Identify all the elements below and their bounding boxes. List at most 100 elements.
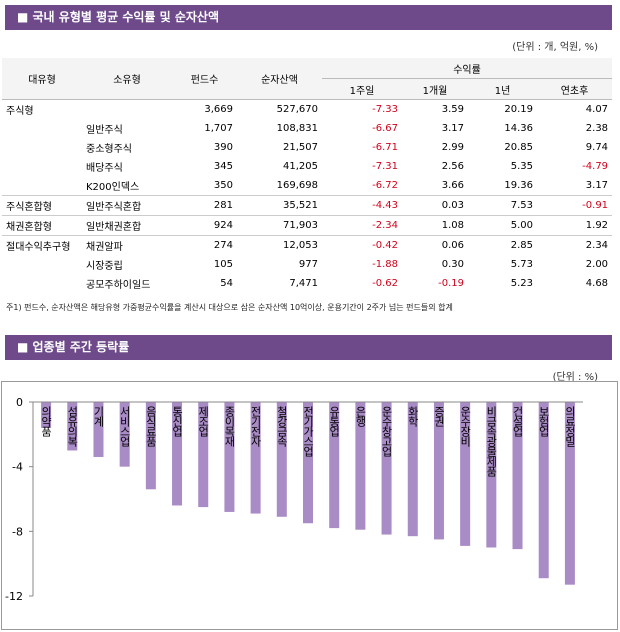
- table-body: 주식형 3,669 527,670 -7.33 3.59 20.19 4.07 일반주식 1,7…: [2, 100, 613, 294]
- value-cell: -6.67: [372, 123, 398, 134]
- value-cell: 20.85: [504, 142, 533, 153]
- value-cell: 0.30: [441, 259, 464, 270]
- value-cell: 1,707: [204, 123, 233, 134]
- bar: [460, 402, 471, 546]
- value-cell: 3.59: [441, 104, 464, 115]
- value-cell: 2.99: [441, 142, 464, 153]
- category-label: 전기가스업: [302, 406, 315, 457]
- value-cell: 2.38: [585, 123, 609, 134]
- value-cell: 14.36: [504, 123, 533, 134]
- value-cell: 4.68: [585, 278, 609, 289]
- value-cell: 3.17: [441, 123, 464, 134]
- value-cell: -4.43: [322, 195, 402, 216]
- value-cell: -7.33: [372, 104, 398, 115]
- type-cell: [2, 255, 82, 274]
- column-header: 1주일: [322, 78, 402, 100]
- value-cell: 5.00: [468, 215, 537, 236]
- unit: (단위 : %): [552, 372, 598, 383]
- table-row: 주식혼합형 일반주식혼합 281 35,521 -4.43 0.03 7.53 -0.91: [2, 195, 613, 216]
- category-label: 종이목재: [223, 406, 236, 447]
- bar: [67, 402, 78, 451]
- bar: [93, 402, 104, 457]
- y-tick-label: -12: [5, 590, 23, 603]
- value-cell: 281: [172, 195, 237, 216]
- bar: [433, 402, 444, 540]
- value-cell: 3.17: [585, 180, 609, 191]
- value-cell: -6.71: [372, 142, 398, 153]
- value-cell: -0.91: [537, 195, 613, 216]
- value-cell: 527,670: [276, 104, 318, 115]
- y-tick-label: 0: [16, 396, 23, 409]
- column-header: 수익률: [322, 58, 613, 79]
- value-cell: 21,507: [283, 142, 318, 153]
- table-row: 중소형주식 390 21,507 -6.71 2.99 20.85 9.74: [2, 138, 612, 157]
- value-cell: 12,053: [237, 235, 322, 255]
- value-cell: 4.07: [585, 104, 609, 115]
- value-cell: 108,831: [276, 123, 318, 134]
- bar: [303, 402, 313, 524]
- table-row: 채권혼합형 일반채권혼합 924 71,903 -2.34 1.08 5.00 1.92: [2, 215, 613, 236]
- table-row: 주식형 3,669 527,670 -7.33 3.59 20.19 4.07: [2, 100, 612, 120]
- bar: [381, 402, 392, 535]
- footnote: 주1) 펀드수, 순자산액은 해당유형 가중평균수익률을 계산시 대상으로 삼은…: [6, 303, 453, 312]
- bar: [407, 402, 418, 537]
- value-cell: 1.08: [402, 215, 468, 236]
- type-cell: [2, 176, 82, 196]
- table-row: 일반주식 1,707 108,831 -6.67 3.17 14.36 2.38: [2, 119, 612, 138]
- value-cell: 5.23: [510, 278, 533, 289]
- table-row: 시장중립 105 977 -1.88 0.30 5.73 2.00: [2, 255, 612, 274]
- type-cell: 채권혼합형: [2, 215, 82, 236]
- bar: [512, 402, 523, 550]
- category-label: 유통업: [328, 406, 341, 437]
- chart: 0 -4 -8 -12 의약품 섬유의복 기계 서비스업 음식료품 통신업 제조업 종이목재 전기전자 철…: [1, 381, 618, 630]
- type-cell: [2, 274, 82, 293]
- value-cell: 977: [298, 259, 318, 270]
- section-title: ■ 국내 유형별 평균 수익률 및 순자산액: [5, 5, 612, 30]
- value-cell: -0.19: [438, 278, 464, 289]
- bar: [198, 402, 209, 508]
- value-cell: 35,521: [237, 195, 322, 216]
- subtype-cell: 채권알파: [82, 235, 172, 255]
- bar: [145, 402, 156, 490]
- bar: [224, 402, 235, 512]
- value-cell: 7.53: [468, 195, 537, 216]
- bar: [172, 402, 183, 506]
- category-label: 비금속광물제품: [485, 406, 498, 477]
- value-cell: 274: [172, 235, 237, 255]
- value-cell: -1.88: [372, 259, 398, 270]
- subtype-cell: K200인덱스: [86, 182, 140, 193]
- category-label: 은행: [354, 406, 367, 427]
- value-cell: 19.36: [504, 180, 533, 191]
- column-header: 순자산액: [237, 58, 322, 100]
- type-cell: 주식형: [6, 106, 34, 117]
- type-cell: [2, 138, 82, 157]
- value-cell: 3.66: [441, 180, 464, 191]
- category-label: 증권: [432, 406, 445, 427]
- category-label: 운수장비: [459, 406, 472, 447]
- category-label: 철강금속: [275, 406, 288, 447]
- subtype-cell: 일반주식혼합: [82, 195, 172, 216]
- bar: [41, 402, 52, 428]
- category-label: 보험업: [537, 406, 550, 437]
- category-label: 섬유의복: [66, 406, 79, 448]
- value-cell: 105: [213, 259, 233, 270]
- column-header: 1년: [468, 78, 537, 100]
- value-cell: 169,698: [276, 180, 318, 191]
- column-header: 1개월: [402, 78, 468, 100]
- bar: [538, 402, 549, 579]
- value-cell: -0.62: [372, 278, 398, 289]
- category-label: 운수창고업: [380, 406, 393, 457]
- value-cell: 0.06: [402, 235, 468, 255]
- subtype-cell: [82, 100, 172, 120]
- value-cell: 1.92: [537, 215, 613, 236]
- type-cell: [2, 119, 82, 138]
- value-cell: 2.34: [537, 235, 613, 255]
- section-title: ■ 업종별 주간 등락률: [5, 335, 612, 360]
- type-cell: 절대수익추구형: [2, 235, 82, 255]
- value-cell: 5.35: [510, 161, 533, 172]
- subtype-cell: 시장중립: [86, 261, 123, 272]
- category-label: 음식료품: [144, 406, 157, 447]
- value-cell: 54: [220, 278, 233, 289]
- value-cell: 41,205: [283, 161, 318, 172]
